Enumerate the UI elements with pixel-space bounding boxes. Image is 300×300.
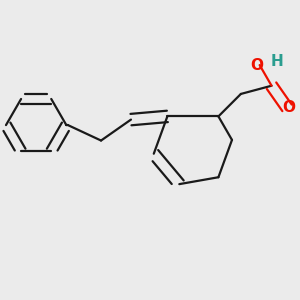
Text: O: O <box>282 100 295 115</box>
Text: O: O <box>250 58 263 73</box>
Text: H: H <box>271 54 284 69</box>
